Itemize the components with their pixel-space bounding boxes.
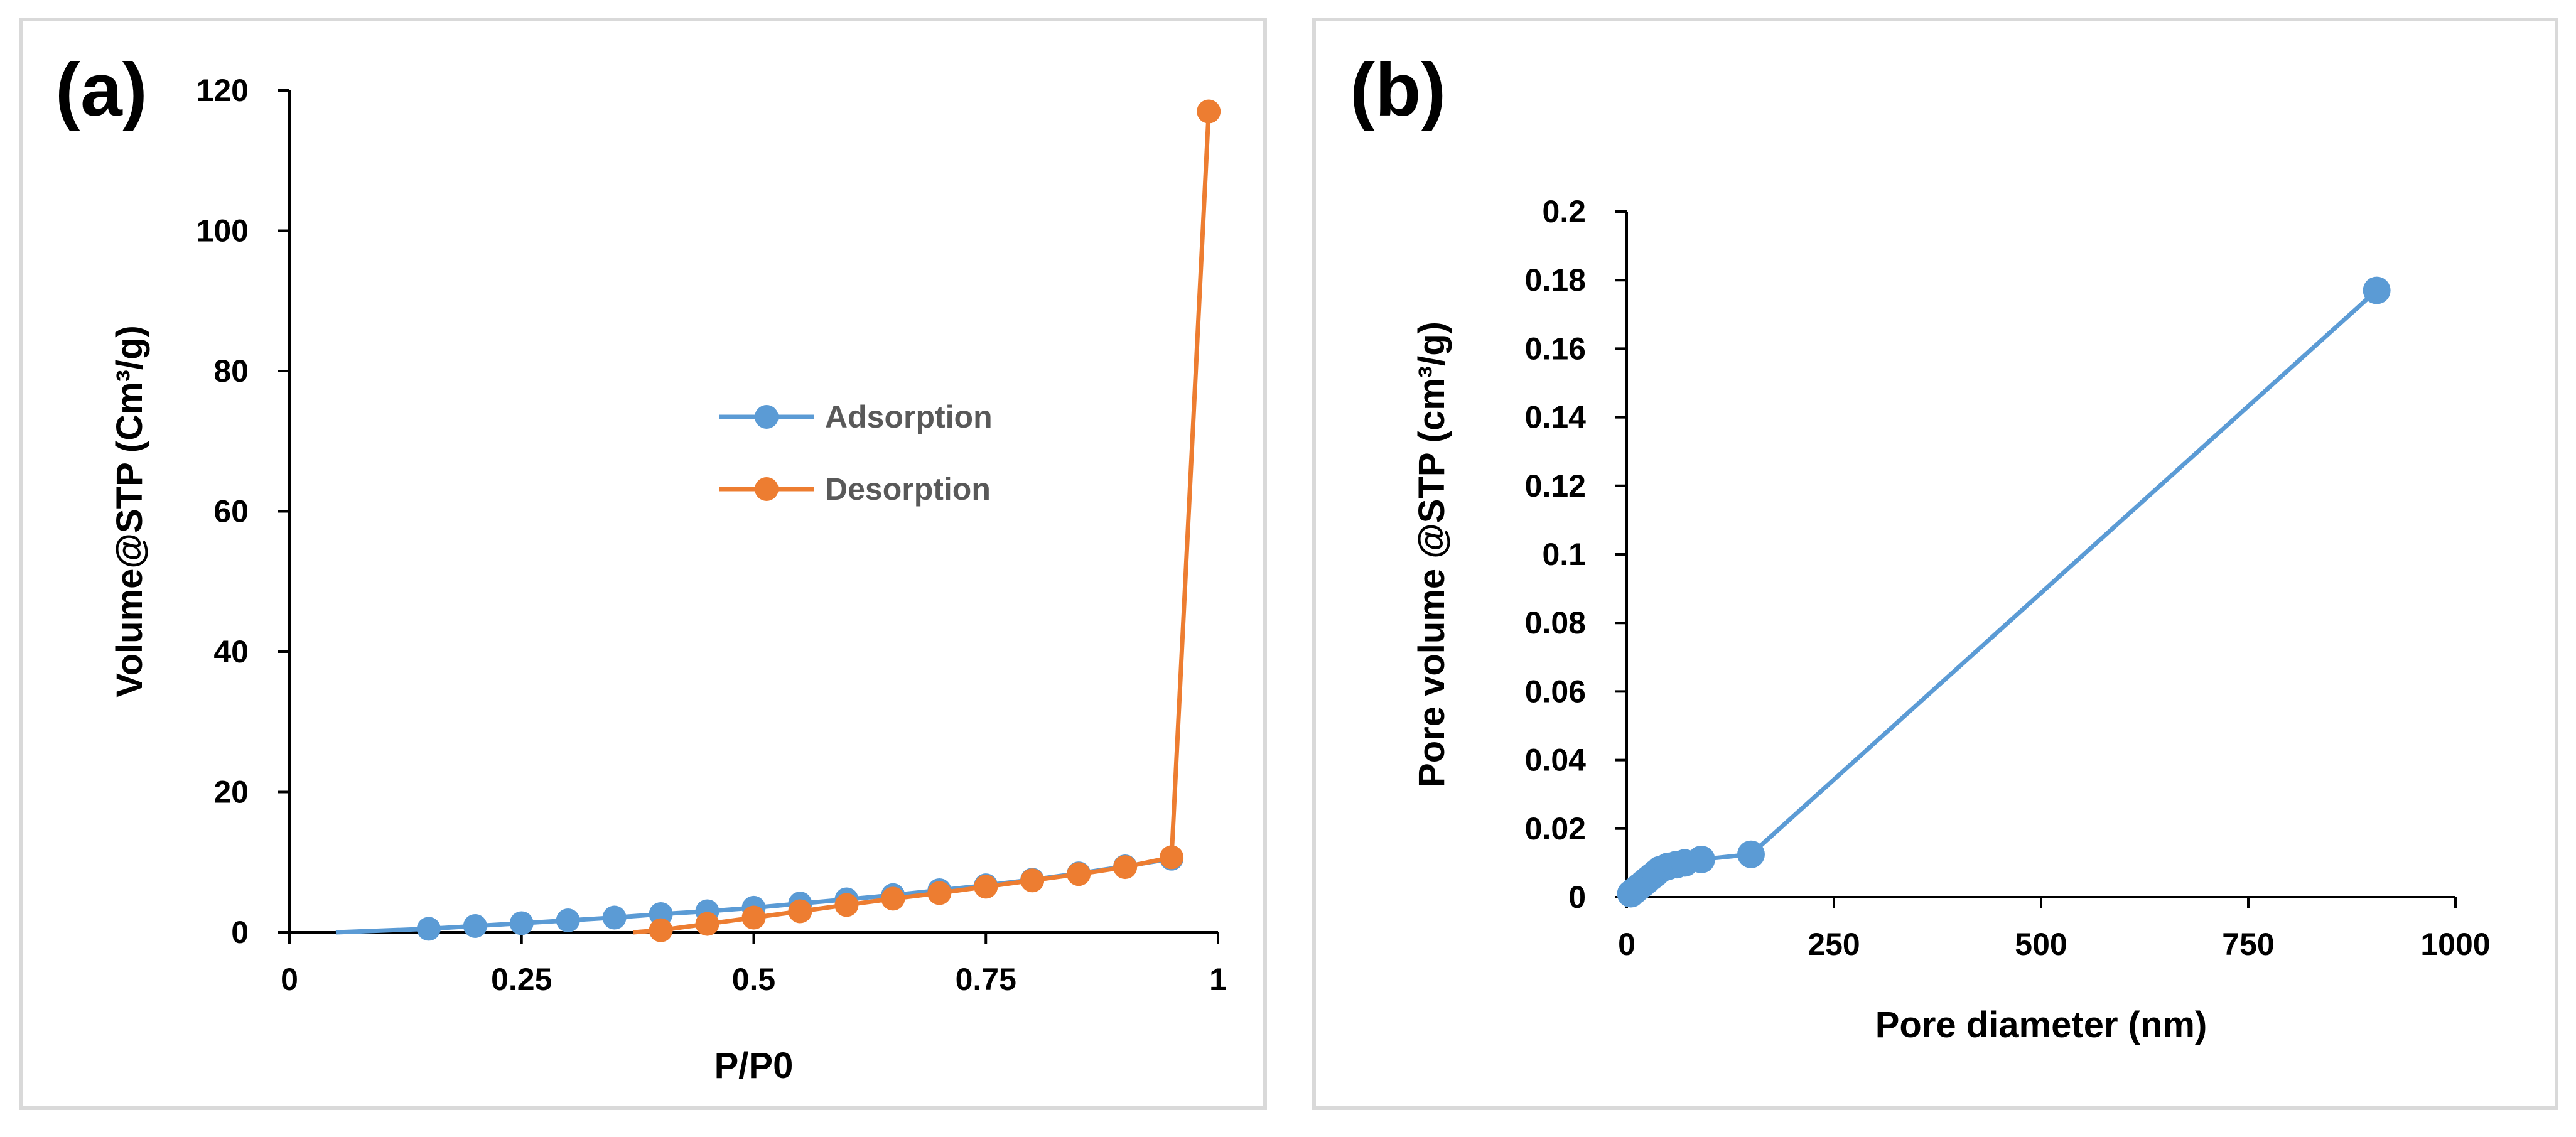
y-axis-title: Volume@STP (Cm³/g): [109, 325, 150, 698]
chart-panel-b: (b) 0 0.02 0.04 0.06 0.08 0.1 0.12 0.14 0.16 0.18…: [1312, 18, 2558, 1110]
y-tick-label: 0.02: [1525, 811, 1586, 846]
data-point: [1067, 862, 1091, 886]
pore-distribution-chart: (b) 0 0.02 0.04 0.06 0.08 0.1 0.12 0.14 0.16 0.18…: [1350, 48, 2491, 1045]
y-tick-label: 0.06: [1525, 674, 1586, 709]
data-point: [974, 875, 998, 899]
x-axis-title: P/P0: [714, 1045, 794, 1086]
data-point: [1737, 840, 1765, 868]
series-line: [632, 111, 1211, 935]
data-point: [602, 905, 627, 930]
x-tick-label: 0.75: [956, 962, 1016, 997]
y-tick-label: 0: [1568, 880, 1586, 915]
x-axis-title: Pore diameter (nm): [1875, 1005, 2207, 1045]
data-point: [649, 918, 673, 942]
data-point: [695, 912, 719, 936]
y-tick-label: 80: [213, 353, 249, 389]
legend-marker: [755, 477, 779, 501]
y-tick-label: 0: [231, 915, 249, 950]
x-tick-label: 500: [2015, 927, 2067, 962]
x-tick-label: 250: [1808, 927, 1860, 962]
y-tick-label: 0.1: [1542, 537, 1586, 572]
series-line: [1629, 288, 2378, 896]
data-point: [556, 908, 580, 933]
data-point: [881, 886, 905, 911]
legend-label: Desorption: [825, 472, 991, 507]
x-tick-label: 750: [2222, 927, 2274, 962]
data-point: [2363, 276, 2391, 304]
data-point: [463, 913, 487, 938]
y-tick-label: 40: [213, 634, 249, 669]
y-axis-title: Pore volume @STP (cm³/g): [1411, 321, 1452, 787]
data-point: [741, 905, 766, 930]
y-tick-label: 0.08: [1525, 605, 1586, 640]
data-point: [1197, 99, 1221, 124]
x-tick-label: 1000: [2420, 927, 2490, 962]
y-tick-label: 60: [213, 494, 249, 529]
data-point: [927, 881, 952, 905]
data-point: [1687, 845, 1715, 873]
data-point: [1113, 855, 1138, 880]
data-point: [1020, 868, 1045, 893]
data-point: [509, 911, 534, 935]
y-tick-label: 0.16: [1525, 331, 1586, 366]
y-tick-label: 120: [197, 73, 249, 108]
y-tick-label: 0.04: [1525, 743, 1587, 778]
chart-panel-a: (a) 0 20 40 60 80 100 120 0 0.25 0.5 0.75 1 P/P0 Volu…: [19, 18, 1267, 1110]
y-tick-label: 20: [213, 775, 249, 810]
data-point: [1160, 845, 1184, 870]
y-tick-label: 0.18: [1525, 262, 1586, 298]
legend-marker: [755, 405, 779, 429]
legend-label: Adsorption: [825, 399, 993, 434]
x-tick-label: 1: [1209, 962, 1227, 997]
panel-label-a: (a): [55, 48, 148, 132]
y-tick-label: 100: [197, 213, 249, 249]
series-pore-volume: [1617, 276, 2391, 908]
panel-label-b: (b): [1350, 48, 1446, 132]
data-point: [834, 893, 859, 917]
series-desorption: [632, 99, 1221, 942]
y-tick-label: 0.2: [1542, 194, 1586, 229]
y-tick-label: 0.14: [1525, 400, 1587, 435]
y-tick-label: 0.12: [1525, 468, 1586, 504]
x-tick-label: 0: [1618, 927, 1636, 962]
data-point: [788, 899, 812, 924]
isotherm-chart: (a) 0 20 40 60 80 100 120 0 0.25 0.5 0.75 1 P/P0 Volu…: [55, 48, 1227, 1086]
x-tick-label: 0.25: [491, 962, 552, 997]
x-tick-label: 0: [281, 962, 298, 997]
data-point: [416, 917, 441, 941]
x-tick-label: 0.5: [732, 962, 776, 997]
